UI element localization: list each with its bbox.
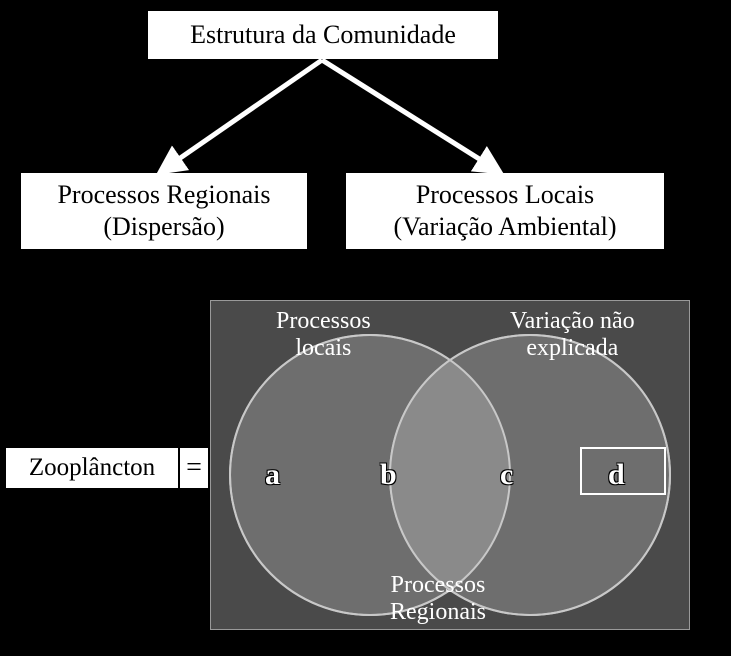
equals-sign: = (180, 448, 208, 488)
box-local-processes: Processos Locais (Variação Ambiental) (345, 172, 665, 250)
venn-region-c: c (500, 458, 513, 492)
box-local-processes-line1: Processos Locais (416, 179, 594, 212)
diagram-canvas: Estrutura da Comunidade Processos Region… (0, 0, 731, 656)
venn-diagram: Processos locais Variação não explicada … (210, 300, 690, 630)
venn-label-processos-regionais: Processos Regionais (390, 572, 486, 626)
box-regional-processes-line1: Processos Regionais (57, 179, 270, 212)
box-regional-processes-line2: (Dispersão) (103, 211, 224, 244)
box-community-structure-text: Estrutura da Comunidade (190, 19, 456, 52)
venn-region-b: b (380, 458, 397, 492)
box-community-structure: Estrutura da Comunidade (147, 10, 499, 60)
venn-label-variacao-nao-explicada: Variação não explicada (510, 308, 635, 362)
venn-label-processos-locais: Processos locais (276, 308, 371, 362)
venn-region-d-highlight (580, 447, 666, 495)
venn-region-a: a (265, 458, 280, 492)
zooplankton-label: Zooplâncton (6, 448, 178, 488)
box-regional-processes: Processos Regionais (Dispersão) (20, 172, 308, 250)
box-local-processes-line2: (Variação Ambiental) (393, 211, 616, 244)
